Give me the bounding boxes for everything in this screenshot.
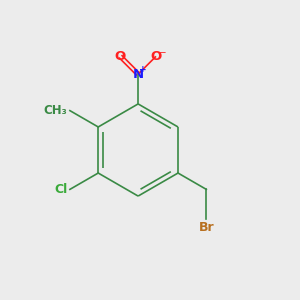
Text: CH₃: CH₃ — [44, 104, 68, 117]
Text: O: O — [115, 50, 126, 63]
Text: −: − — [158, 48, 167, 58]
Text: Br: Br — [199, 220, 214, 234]
Text: N: N — [133, 68, 144, 81]
Text: Cl: Cl — [55, 183, 68, 196]
Text: +: + — [139, 65, 146, 74]
Text: O: O — [150, 50, 162, 63]
